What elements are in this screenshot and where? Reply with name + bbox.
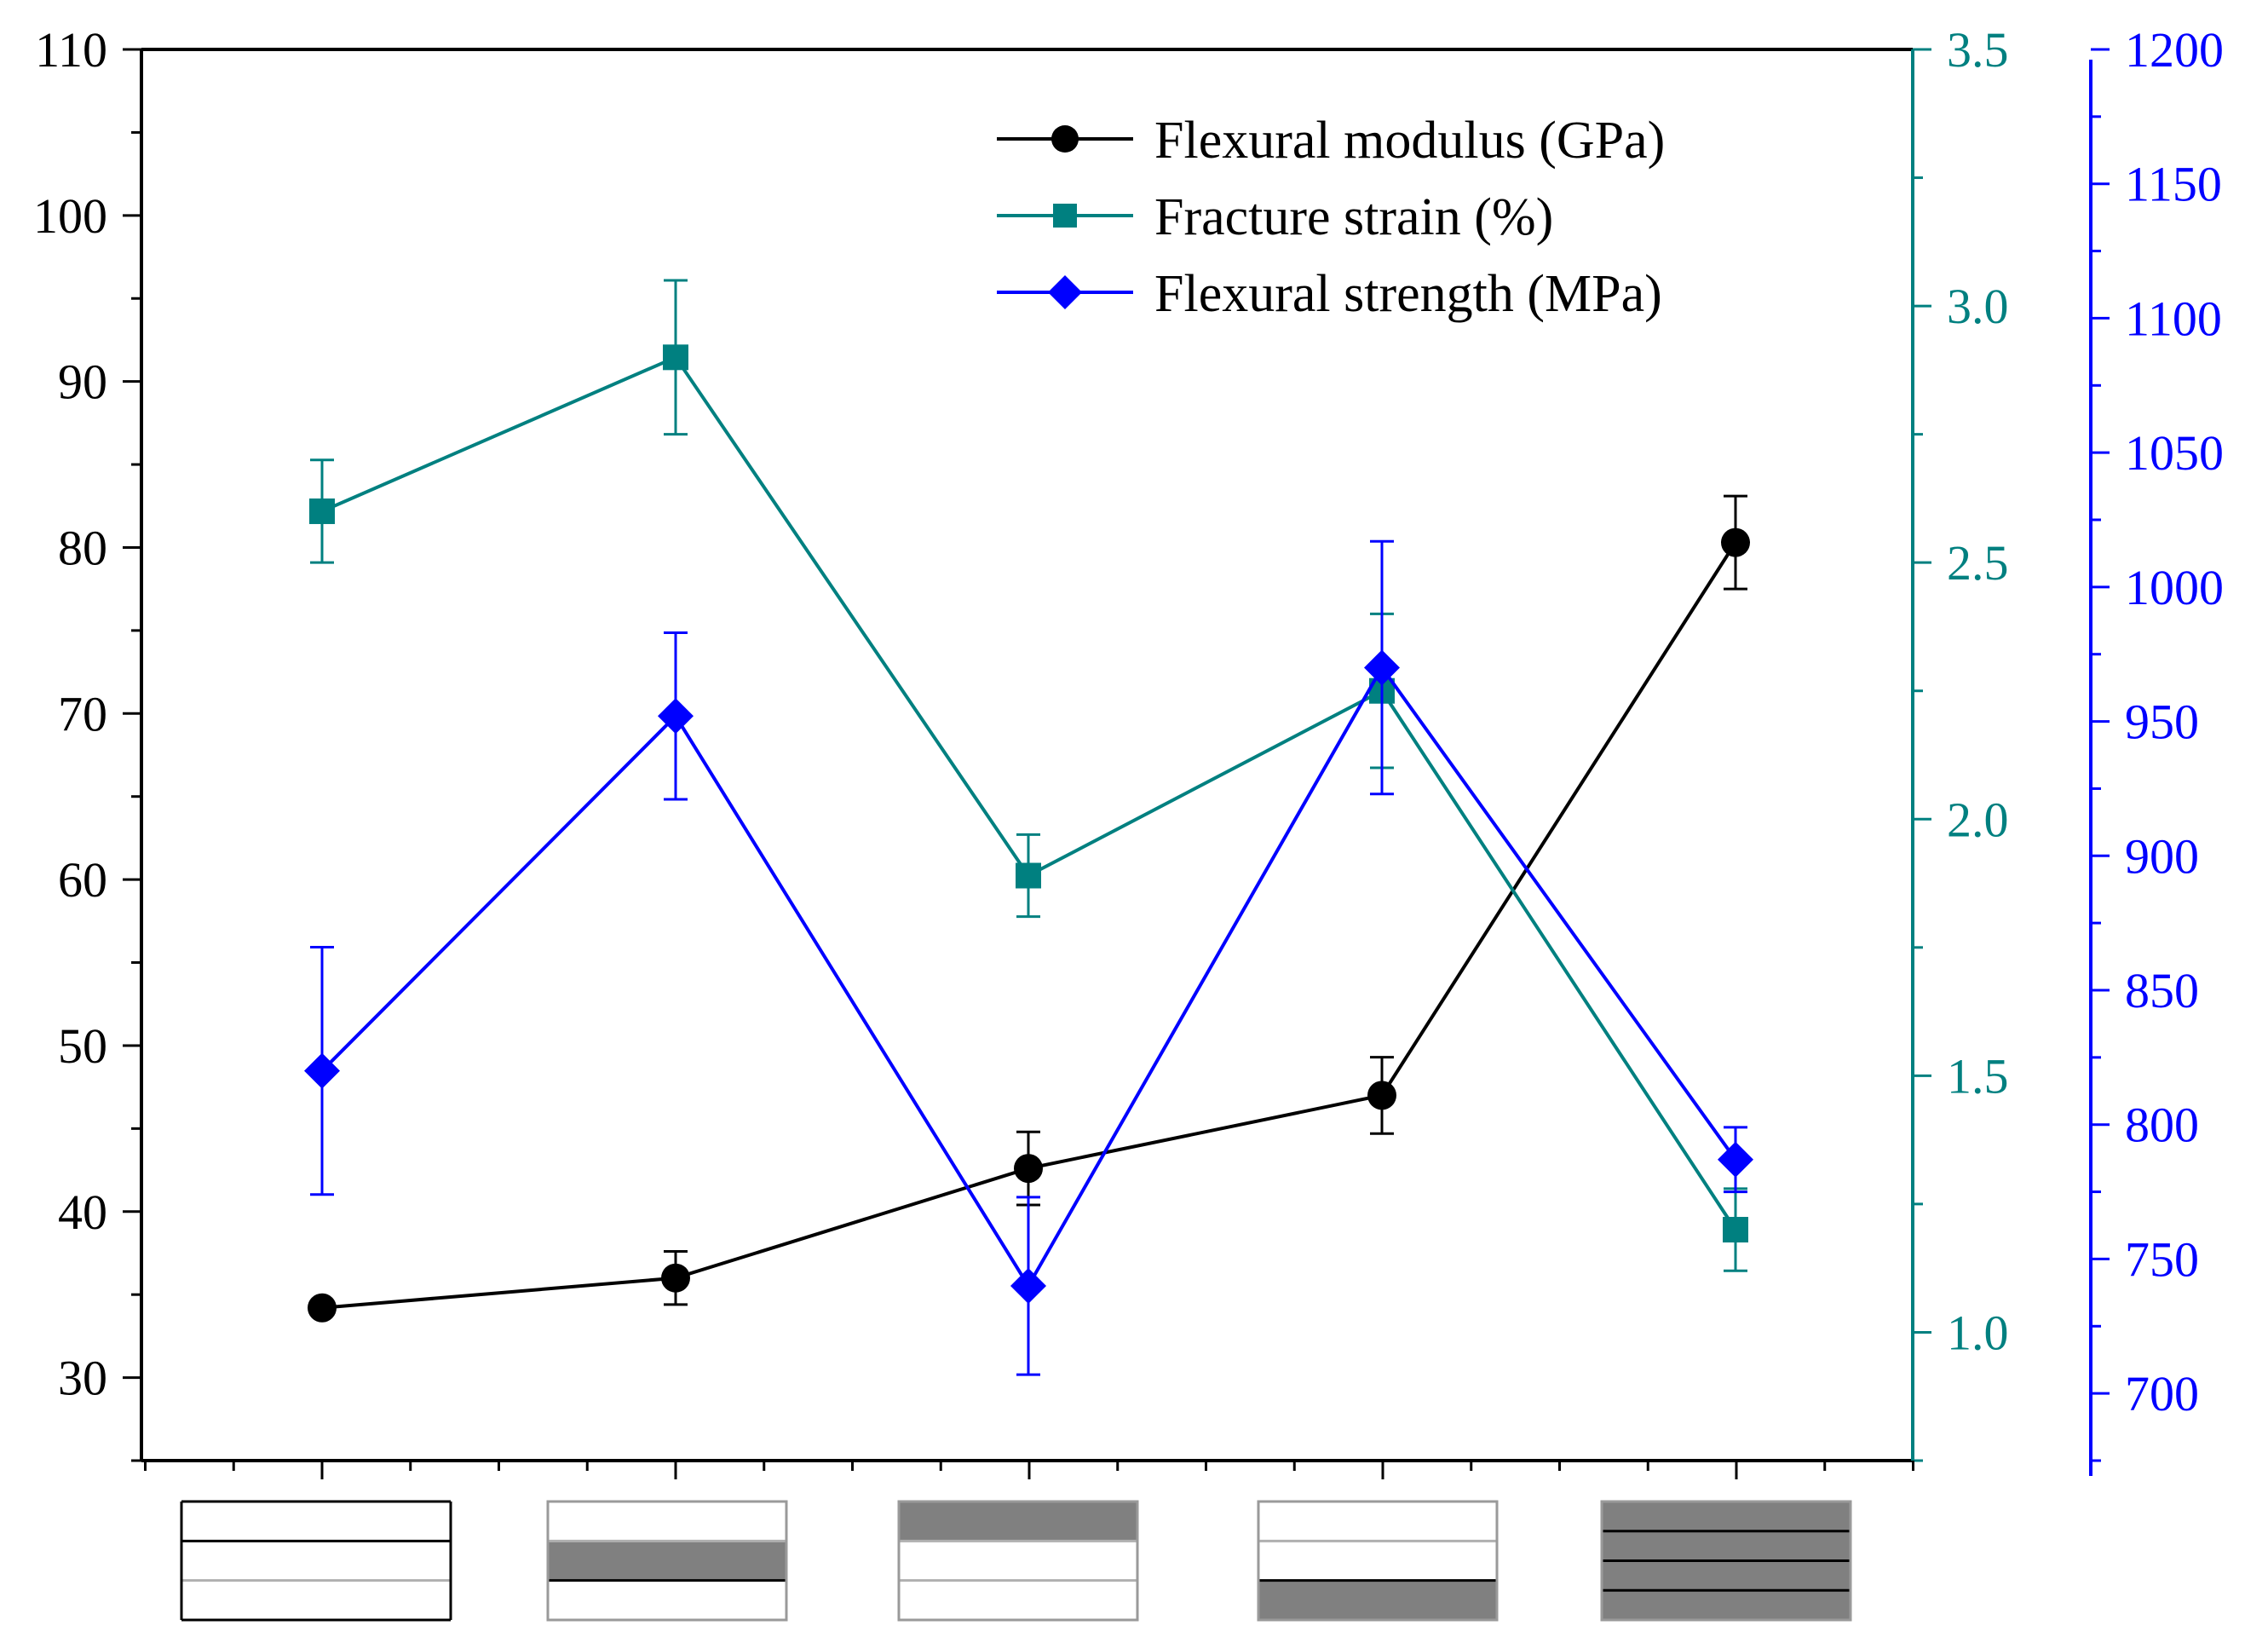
- right1-tick-label: 3.5: [1947, 22, 2009, 78]
- right-axis-fracture-strain: 1.0 1.5 2.0 2.5 3.0 3.5: [1911, 22, 2009, 1462]
- right2-tick-label: 750: [2125, 1231, 2199, 1287]
- data-point: [1016, 862, 1041, 889]
- layer-band: [181, 1502, 451, 1542]
- legend-marker: [1051, 125, 1079, 153]
- left-tick-label: 80: [58, 520, 107, 575]
- layer-band: [548, 1541, 786, 1581]
- layup-2-schematic: [546, 1500, 788, 1622]
- legend-marker: [1048, 275, 1082, 309]
- data-point: [309, 498, 335, 524]
- series-flexural-modulus-gpa: [308, 494, 1750, 1323]
- series-flexural-strength-mpa: [304, 539, 1753, 1376]
- layer-band: [1602, 1560, 1851, 1591]
- left-tick-label: 30: [58, 1351, 107, 1406]
- right2-tick-label: 1000: [2125, 560, 2224, 615]
- layer-band: [548, 1502, 786, 1542]
- left-axis: 30 40 50 60 70 80 90 100 110: [33, 22, 141, 1462]
- layer-band: [899, 1541, 1137, 1581]
- layup-1-schematic: [180, 1500, 452, 1622]
- right2-tick-label: 900: [2125, 828, 2199, 884]
- right2-tick-label: 850: [2125, 963, 2199, 1018]
- layer-band: [181, 1541, 451, 1581]
- legend-item: Fracture strain (%): [997, 188, 1553, 246]
- right1-tick-label: 1.0: [1947, 1305, 2009, 1360]
- right1-tick-label: 2.0: [1947, 792, 2009, 847]
- right2-tick-label: 1150: [2125, 157, 2222, 212]
- layup-5-schematic: [1600, 1500, 1852, 1622]
- layer-outline: [546, 1500, 788, 1622]
- right2-tick-label: 950: [2125, 695, 2199, 750]
- left-tick-label: 60: [58, 852, 107, 908]
- legend-label: Fracture strain (%): [1154, 188, 1553, 246]
- left-tick-label: 70: [58, 686, 107, 741]
- layer-band: [1258, 1502, 1497, 1542]
- series-layer: [304, 279, 1753, 1376]
- right2-tick-label: 1100: [2125, 291, 2222, 346]
- data-point: [1367, 1081, 1396, 1110]
- legend: Flexural modulus (GPa) Fracture strain (%…: [997, 112, 1665, 323]
- data-point: [1364, 649, 1400, 686]
- left-tick-label: 50: [58, 1018, 107, 1074]
- data-point: [661, 1263, 690, 1293]
- layer-band: [181, 1580, 451, 1620]
- data-point: [1721, 527, 1750, 557]
- layup-4-schematic: [1257, 1500, 1499, 1622]
- data-point: [1718, 1141, 1753, 1178]
- bottom-axis: [144, 1461, 1914, 1479]
- layer-band: [899, 1502, 1137, 1542]
- data-point: [308, 1293, 337, 1323]
- legend-label: Flexural modulus (GPa): [1154, 112, 1665, 170]
- left-tick-label: 40: [58, 1185, 107, 1240]
- data-point: [1010, 1267, 1046, 1304]
- layer-band: [1602, 1590, 1851, 1620]
- series-fracture-strain: [309, 279, 1748, 1272]
- layer-outline: [897, 1500, 1139, 1622]
- layer-band: [899, 1580, 1137, 1620]
- series-line: [321, 354, 1737, 1231]
- right1-tick-label: 1.5: [1947, 1048, 2009, 1104]
- layer-band: [1602, 1530, 1851, 1561]
- legend-label: Flexural strength (MPa): [1154, 265, 1662, 323]
- legend-item: Flexural strength (MPa): [997, 265, 1662, 323]
- left-tick-label: 110: [35, 22, 107, 78]
- left-tick-label: 90: [58, 354, 107, 410]
- right-axis-flexural-strength: 700 750 800 850 900 950 1000 1050 1100 1150 1200: [2089, 22, 2224, 1476]
- data-point: [1014, 1154, 1043, 1184]
- data-point: [1723, 1217, 1748, 1243]
- layer-band: [1258, 1580, 1497, 1620]
- right1-tick-label: 3.0: [1947, 279, 2009, 334]
- layer-band: [548, 1580, 786, 1620]
- left-tick-label: 100: [33, 188, 107, 244]
- layer-outline: [1600, 1500, 1852, 1622]
- right2-tick-label: 700: [2125, 1366, 2199, 1421]
- plot-frame: [140, 48, 1913, 1462]
- layup-schematics: [180, 1500, 1852, 1622]
- layer-outline: [1257, 1500, 1499, 1622]
- legend-marker: [1053, 204, 1077, 228]
- layer-band: [1602, 1502, 1851, 1531]
- right2-tick-label: 1200: [2125, 22, 2224, 78]
- legend-item: Flexural modulus (GPa): [997, 112, 1665, 170]
- layup-3-schematic: [897, 1500, 1139, 1622]
- right2-tick-label: 800: [2125, 1098, 2199, 1153]
- layer-band: [1258, 1541, 1497, 1581]
- right1-tick-label: 2.5: [1947, 535, 2009, 591]
- right2-tick-label: 1050: [2125, 425, 2224, 481]
- data-point: [658, 698, 694, 735]
- data-point: [304, 1052, 340, 1089]
- data-point: [663, 344, 688, 371]
